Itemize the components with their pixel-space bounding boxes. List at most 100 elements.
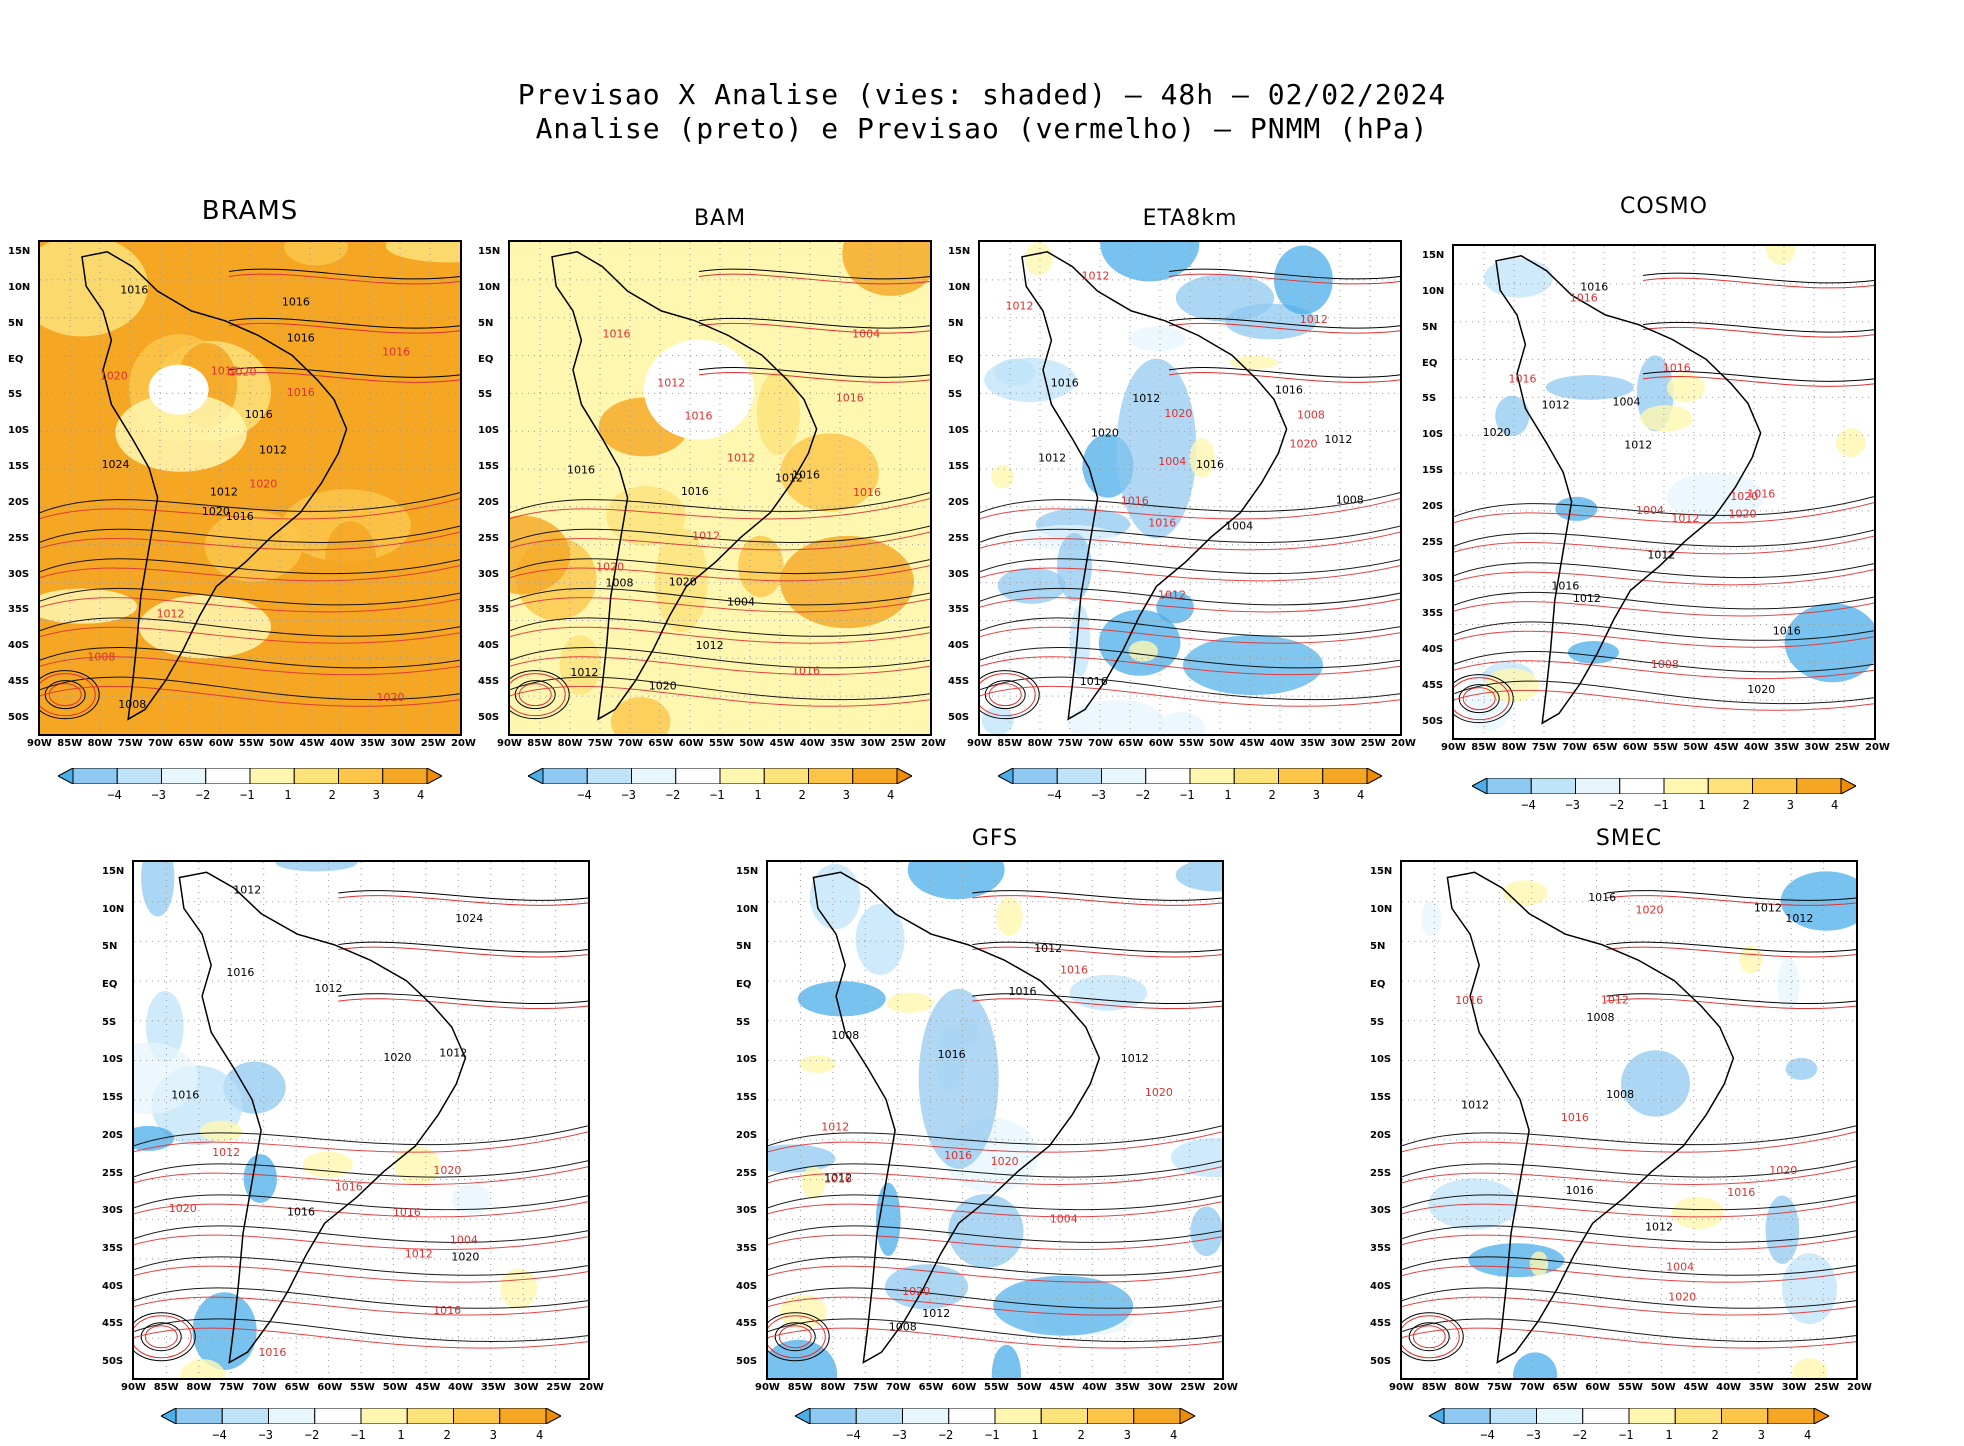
isobar-label: 1020 xyxy=(1483,426,1511,439)
lon-tick-label: 20W xyxy=(1213,1382,1238,1393)
panel-title: COSMO xyxy=(1620,194,1708,219)
lat-tick-label: 15N xyxy=(1422,250,1445,261)
lon-tick-label: 90W xyxy=(497,738,522,749)
isobar-label: 1004 xyxy=(1636,504,1664,517)
isobar-label: 1008 xyxy=(118,698,146,711)
lat-tick-label: 30S xyxy=(948,568,970,580)
isobar-label: 1020 xyxy=(902,1285,930,1298)
lon-tick-label: 75W xyxy=(1531,742,1557,753)
colorbar-tick-label: 3 xyxy=(489,1428,497,1442)
lat-tick-label: 20S xyxy=(948,496,970,508)
isobar-label: 1016 xyxy=(1561,1111,1589,1124)
colorbar: −4 −3 −2 −1 1 2 3 4 xyxy=(1470,777,1858,816)
colorbar-tick-label: −2 xyxy=(304,1428,320,1442)
isobar-label: 1020 xyxy=(649,679,677,692)
isobar-label: 1020 xyxy=(451,1250,479,1263)
lat-tick-label: 30S xyxy=(102,1205,124,1217)
map-box: 1012 1016 1012 1012 1016 1016 1020 1016 1020 1012… xyxy=(132,860,590,1380)
lon-tick-label: 30W xyxy=(1330,738,1356,749)
lon-tick-label: 60W xyxy=(678,738,704,749)
map-box: 1012 1016 1012 1008 1012 1012 1016 1012 1016 1016… xyxy=(978,240,1402,736)
lat-tick-label: 40S xyxy=(736,1280,758,1292)
lon-tick-label: 20W xyxy=(1847,1382,1872,1393)
lat-tick-label: 35S xyxy=(1370,1242,1392,1254)
lat-tick-label: 10S xyxy=(948,425,970,437)
isobar-label: 1016 xyxy=(1121,495,1149,508)
lat-tick-label: EQ xyxy=(736,979,752,991)
isobar-label: 1004 xyxy=(1666,1261,1694,1274)
isobar-label: 1004 xyxy=(450,1233,478,1246)
isobar-label: 1024 xyxy=(455,912,483,925)
lat-tick-label: 35S xyxy=(1422,608,1444,620)
isobar-label: 1016 xyxy=(944,1149,972,1162)
colorbar-tick-label: 3 xyxy=(842,788,850,802)
isobar-label: 1020 xyxy=(1091,426,1119,439)
isobar-label: 1020 xyxy=(1747,683,1775,696)
isobar-label: 1016 xyxy=(287,1206,315,1219)
isobar-label: 1024 xyxy=(102,458,130,471)
lat-tick-label: 40S xyxy=(948,640,970,652)
isobar-label: 1016 xyxy=(1663,362,1691,375)
isobar-label: 1012 xyxy=(1300,313,1328,326)
lon-tick-label: 30W xyxy=(1781,1382,1807,1393)
lat-tick-label: 25S xyxy=(102,1167,124,1179)
lat-tick-label: 15N xyxy=(8,246,31,257)
isobar-label: 1012 xyxy=(1601,993,1629,1006)
lon-tick-label: 50W xyxy=(1016,1382,1042,1393)
isobar-label: 1012 xyxy=(1132,392,1160,405)
isobar-label: 1012 xyxy=(727,452,755,465)
colorbar-tick-label: 2 xyxy=(443,1428,451,1442)
lat-tick-label: 5N xyxy=(1422,321,1438,333)
lon-tick-label: 30W xyxy=(390,738,416,749)
lon-tick-label: 50W xyxy=(1209,738,1235,749)
isobar-label: 1020 xyxy=(229,366,257,379)
isobar-label: 1020 xyxy=(1635,904,1663,917)
lon-tick-label: 40W xyxy=(329,738,355,749)
isobar-label: 1012 xyxy=(1785,912,1813,925)
colorbar-tick-label: −2 xyxy=(1572,1428,1588,1442)
lat-tick-label: 15S xyxy=(948,461,970,473)
lon-tick-label: 80W xyxy=(1454,1382,1480,1393)
isobar-label: 1012 xyxy=(1034,942,1062,955)
isobar-label: 1020 xyxy=(1729,507,1757,520)
lat-tick-label: 5N xyxy=(736,941,752,953)
isobar-label: 1016 xyxy=(1051,377,1079,390)
lat-tick-label: 45S xyxy=(948,676,970,688)
lat-tick-label: 40S xyxy=(1422,644,1444,656)
lon-tick-label: 60W xyxy=(1148,738,1174,749)
colorbar-tick-label: 3 xyxy=(1786,798,1794,812)
lat-tick-label: 30S xyxy=(1422,572,1444,584)
isobar-label: 1020 xyxy=(433,1164,461,1177)
lon-tick-label: 55W xyxy=(1618,1382,1643,1393)
isobar-label: 1012 xyxy=(1324,433,1352,446)
colorbar-tick-label: 2 xyxy=(1742,798,1750,812)
isobar-label: 1012 xyxy=(824,1171,852,1184)
lon-tick-label: 35W xyxy=(1748,1382,1774,1393)
map-canvas: 1012101610081012101210161016102010121020… xyxy=(768,862,1222,1378)
lon-tick-label: 45W xyxy=(1683,1382,1709,1393)
lat-tick-label: 5S xyxy=(948,389,963,401)
lon-tick-label: 55W xyxy=(350,1382,375,1393)
isobar-label: 1016 xyxy=(226,966,254,979)
lat-tick-label: 15S xyxy=(8,461,30,473)
lon-tick-label: 65W xyxy=(178,738,204,749)
isobar-label: 1020 xyxy=(169,1202,197,1215)
colorbar-tick-label: −1 xyxy=(240,788,255,802)
lon-tick-label: 65W xyxy=(1118,738,1144,749)
colorbar-tick-label: 4 xyxy=(417,788,425,802)
colorbar-tick-label: 1 xyxy=(1665,1428,1673,1442)
isobar-label: 1012 xyxy=(1006,300,1034,313)
map-canvas: 1016102010121008101210121016102010161020… xyxy=(40,242,460,734)
isobar-label: 1012 xyxy=(1461,1099,1489,1112)
lat-tick-label: 25S xyxy=(478,532,500,544)
lat-tick-label: 10S xyxy=(102,1054,124,1066)
map-box: 1012 1016 1008 1012 1012 1016 1016 1020 1012 1020… xyxy=(766,860,1224,1380)
lat-tick-label: 15S xyxy=(1370,1092,1392,1104)
colorbar-tick-label: −2 xyxy=(1135,788,1151,802)
isobar-label: 1004 xyxy=(727,596,755,609)
lon-tick-label: 40W xyxy=(1269,738,1295,749)
lon-tick-label: 70W xyxy=(1562,742,1588,753)
colorbar-tick-label: −4 xyxy=(1480,1428,1495,1442)
lon-tick-label: 40W xyxy=(448,1382,474,1393)
colorbar-tick-label: 1 xyxy=(754,788,762,802)
